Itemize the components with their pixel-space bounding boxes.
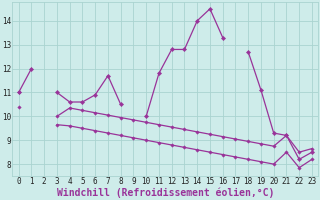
X-axis label: Windchill (Refroidissement éolien,°C): Windchill (Refroidissement éolien,°C) [57, 188, 274, 198]
